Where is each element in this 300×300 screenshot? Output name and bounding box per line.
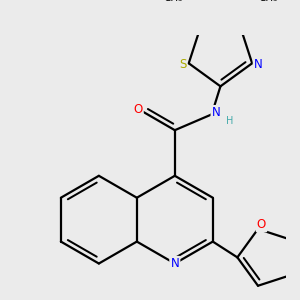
Text: N: N — [170, 257, 179, 270]
Text: H: H — [226, 116, 234, 125]
Text: CH₃: CH₃ — [163, 0, 182, 3]
Text: O: O — [257, 218, 266, 231]
Text: CH₃: CH₃ — [259, 0, 278, 3]
Text: S: S — [179, 58, 186, 71]
Text: O: O — [134, 103, 142, 116]
Text: N: N — [254, 58, 263, 71]
Text: N: N — [212, 106, 220, 119]
